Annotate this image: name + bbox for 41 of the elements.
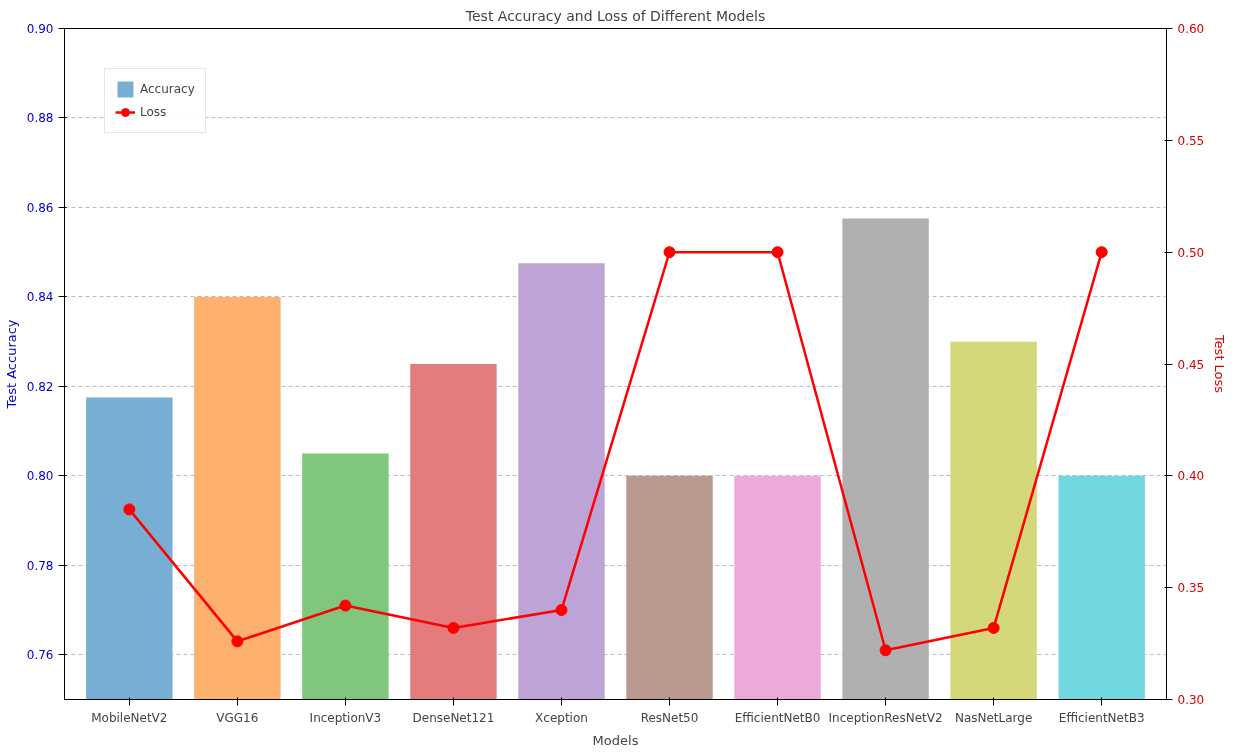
x-axis-title: Models [592,732,639,748]
y2-tick-label: 0.50 [1177,245,1205,260]
y2-tick-label: 0.55 [1177,133,1205,148]
y2-tick-label: 0.45 [1177,357,1205,372]
y2-tick-label: 0.60 [1177,22,1205,36]
x-tick-label: VGG16 [216,710,259,725]
y-tick-label: 0.82 [26,379,54,394]
x-tick-label: Xception [535,710,588,725]
y2-axis-title: Test Loss [1212,333,1228,394]
point [663,246,676,259]
y-tick-label: 0.86 [26,200,54,215]
point [879,644,892,657]
x-tick-label: MobileNetV2 [91,710,168,725]
point [123,503,136,516]
y2-tick-label: 0.35 [1177,581,1205,596]
point [447,621,460,634]
point [555,604,568,617]
x-tick-label: NasNetLarge [954,710,1033,725]
legend-label: Loss [140,105,167,119]
y2-tick-label: 0.30 [1177,693,1205,707]
y-tick-label: 0.90 [26,22,54,36]
y-tick-label: 0.84 [26,290,54,305]
y-tick-label: 0.76 [26,648,54,663]
x-tick-label: EfficientNetB0 [734,710,821,725]
x-tick-label: EfficientNetB3 [1058,710,1145,725]
y-axis-title: Test Accuracy [3,319,19,410]
x-tick-label: InceptionResNetV2 [828,710,943,725]
y-tick-label: 0.80 [26,469,54,484]
legend-label: Accuracy [140,82,195,96]
chart-title: Test Accuracy and Loss of Different Models [464,7,766,24]
x-tick-label: InceptionV3 [309,710,382,725]
x-tick-label: ResNet50 [640,710,699,725]
y-tick-label: 0.78 [26,558,54,573]
point [339,599,352,612]
point [987,621,1000,634]
point [771,246,784,259]
y-tick-label: 0.88 [26,111,54,126]
x-tick-label: DenseNet121 [412,710,495,725]
y2-tick-label: 0.40 [1177,469,1205,484]
point [231,635,244,648]
point [1095,246,1108,259]
